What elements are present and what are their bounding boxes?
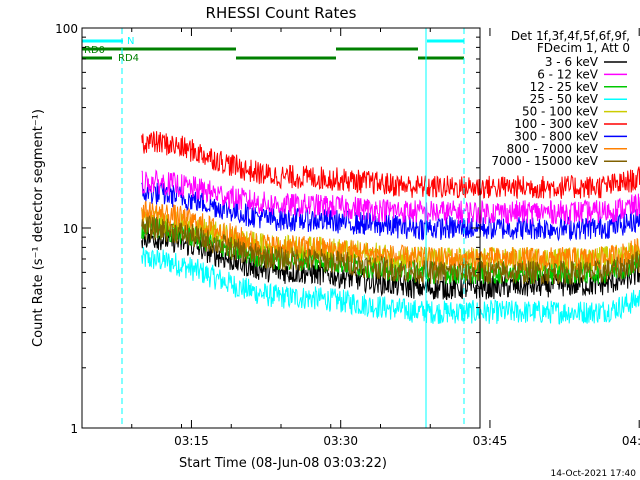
series-line bbox=[141, 169, 640, 226]
footer-date: 14-Oct-2021 17:40 bbox=[551, 469, 637, 479]
label-n: N bbox=[127, 36, 134, 47]
label-rd0: RD0 bbox=[84, 45, 105, 56]
series-layer bbox=[141, 131, 640, 325]
series-line bbox=[141, 247, 640, 325]
x-tick-label: 04:00 bbox=[622, 434, 640, 448]
series-line bbox=[141, 182, 640, 242]
y-tick-label: 10 bbox=[63, 222, 78, 236]
legend-header-1: Det 1f,3f,4f,5f,6f,9f, bbox=[511, 29, 630, 43]
x-axis-label: Start Time (08-Jun-08 03:03:22) bbox=[179, 456, 387, 471]
series-line bbox=[141, 131, 640, 199]
legend-label: 800 - 7000 keV bbox=[507, 142, 599, 156]
legend-label: 3 - 6 keV bbox=[545, 55, 599, 69]
legend-label: 12 - 25 keV bbox=[530, 80, 599, 94]
y-tick-label: 1 bbox=[70, 422, 78, 436]
legend: Det 1f,3f,4f,5f,6f,9f, FDecim 1, Att 0 3… bbox=[491, 29, 630, 168]
legend-label: 100 - 300 keV bbox=[514, 117, 598, 131]
x-tick-label: 03:30 bbox=[323, 434, 358, 448]
x-tick-label: 03:45 bbox=[473, 434, 508, 448]
label-rd4: RD4 bbox=[118, 53, 139, 64]
legend-label: 6 - 12 keV bbox=[537, 67, 599, 81]
legend-label: 25 - 50 keV bbox=[530, 92, 599, 106]
series-line bbox=[141, 215, 640, 285]
y-axis-label: Count Rate (s⁻¹ detector segment⁻¹) bbox=[31, 109, 46, 347]
legend-label: 50 - 100 keV bbox=[522, 105, 599, 119]
annotation-layer: RD0 N RD4 bbox=[82, 28, 465, 428]
series-line bbox=[141, 227, 640, 301]
chart-title: RHESSI Count Rates bbox=[206, 4, 357, 22]
legend-label: 300 - 800 keV bbox=[514, 129, 598, 143]
legend-header-2: FDecim 1, Att 0 bbox=[537, 41, 630, 55]
y-tick-label: 100 bbox=[55, 22, 78, 36]
x-tick-label: 03:15 bbox=[174, 434, 209, 448]
legend-label: 7000 - 15000 keV bbox=[491, 154, 598, 168]
series-line bbox=[141, 216, 640, 285]
